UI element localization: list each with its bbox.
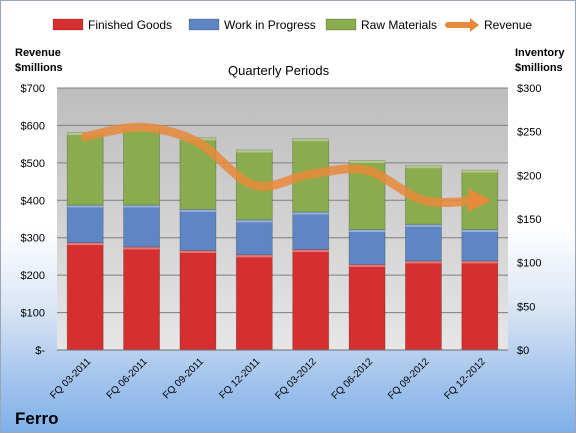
legend-swatch-finished-goods: [52, 18, 84, 31]
legend-label-work-in-progress: Work in Progress: [224, 18, 316, 32]
bar-work-in-progress: [405, 223, 442, 262]
bar-work-in-progress: [461, 229, 499, 262]
bar-highlight: [292, 212, 329, 215]
bar-work-in-progress: [123, 204, 160, 248]
x-tick-label: FQ 06-2012: [330, 356, 376, 402]
legend-label-finished-goods: Finished Goods: [88, 18, 172, 32]
chart-title: Quarterly Periods: [228, 63, 330, 78]
x-tick-label: FQ 03-2012: [273, 356, 319, 402]
bar-highlight: [461, 170, 498, 173]
bar-highlight: [179, 250, 216, 253]
bar-finished-goods: [292, 249, 330, 351]
bar-highlight: [236, 254, 273, 258]
left-tick-label: $-: [35, 345, 45, 357]
bar-highlight: [67, 205, 104, 208]
bar-highlight: [236, 150, 273, 153]
bar-finished-goods: [66, 242, 104, 351]
bar-highlight: [461, 260, 498, 264]
bar-highlight: [123, 205, 160, 208]
bar-finished-goods: [179, 250, 217, 351]
bar-highlight: [123, 246, 160, 250]
x-tick-label: FQ 09-2012: [386, 356, 432, 402]
x-tick-label: FQ 12-2012: [442, 356, 488, 402]
left-tick-label: $100: [21, 308, 45, 320]
right-tick-label: $250: [517, 127, 541, 139]
right-axis-label-line2: $millions: [515, 62, 563, 74]
bar-highlight: [349, 264, 386, 267]
bar-work-in-progress: [235, 219, 273, 256]
legend-label-raw-materials: Raw Materials: [361, 18, 437, 32]
right-tick-label: $200: [517, 170, 541, 182]
right-tick-label: $300: [517, 83, 541, 95]
left-axis-label-line2: $millions: [15, 62, 63, 74]
bar-raw-materials: [66, 132, 104, 206]
right-tick-label: $0: [517, 345, 529, 357]
bar-highlight: [405, 260, 442, 264]
bar-finished-goods: [348, 264, 386, 351]
right-tick-label: $150: [517, 214, 541, 226]
x-tick-label: FQ 03-2011: [48, 356, 93, 401]
bar-highlight: [349, 229, 386, 232]
bar-highlight: [292, 138, 329, 142]
right-axis-label-line1: Inventory: [515, 47, 565, 59]
bar-work-in-progress: [179, 208, 217, 251]
bar-work-in-progress: [348, 229, 386, 265]
bar-highlight: [236, 219, 273, 223]
bar-highlight: [67, 242, 104, 246]
left-tick-label: $600: [21, 120, 45, 132]
x-tick-label: FQ 09-2011: [161, 356, 206, 401]
bar-highlight: [461, 229, 498, 232]
bar-highlight: [405, 224, 442, 227]
legend-arrowhead: [470, 18, 479, 32]
bar-finished-goods: [461, 260, 499, 351]
left-tick-label: $400: [21, 195, 45, 207]
legend-swatch-work-in-progress: [188, 18, 220, 31]
right-tick-label: $100: [517, 258, 541, 270]
bar-work-in-progress: [66, 204, 104, 243]
bar-highlight: [292, 249, 329, 253]
left-tick-label: $300: [21, 233, 45, 245]
bar-finished-goods: [405, 260, 442, 351]
revenue-line: [80, 122, 492, 212]
bar-highlight: [179, 209, 216, 212]
right-tick-label: $50: [517, 301, 535, 313]
left-tick-label: $700: [21, 83, 45, 95]
bar-work-in-progress: [292, 211, 330, 250]
left-tick-label: $500: [21, 158, 45, 170]
left-axis-label-line1: Revenue: [15, 47, 61, 59]
company-name: Ferro: [15, 409, 58, 428]
bar-finished-goods: [123, 246, 160, 351]
bar-raw-materials: [123, 127, 160, 206]
bar-highlight: [405, 165, 442, 169]
legend-swatch-raw-materials: [325, 18, 357, 31]
left-tick-label: $200: [21, 270, 45, 282]
x-tick-label: FQ 12-2011: [217, 356, 262, 401]
x-tick-label: FQ 06-2011: [105, 356, 150, 401]
legend-label-revenue: Revenue: [484, 18, 532, 32]
bar-highlight: [349, 160, 386, 163]
bar-finished-goods: [235, 254, 273, 351]
